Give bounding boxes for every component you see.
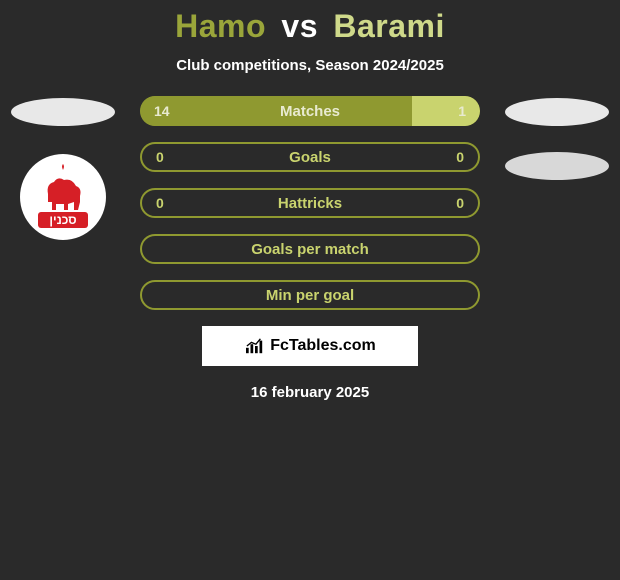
- bar-value-right: 1: [458, 103, 466, 119]
- stat-bar-3: Goals per match: [140, 234, 480, 264]
- brand-box[interactable]: FcTables.com: [202, 326, 418, 366]
- stat-bar-4: Min per goal: [140, 280, 480, 310]
- brand-chart-icon: [244, 337, 266, 355]
- right-ellipse-2: [505, 152, 609, 180]
- date-label: 16 february 2025: [0, 384, 620, 401]
- bar-label: Goals: [289, 149, 331, 166]
- bar-label: Goals per match: [251, 241, 369, 258]
- bar-label: Hattricks: [278, 195, 342, 212]
- bar-label: Matches: [280, 103, 340, 120]
- bar-value-left: 14: [154, 103, 170, 119]
- bar-value-left: 0: [156, 149, 164, 165]
- club-logo-svg: סכנין: [28, 162, 98, 232]
- bar-value-right: 0: [456, 149, 464, 165]
- bar-value-left: 0: [156, 195, 164, 211]
- title-player1: Hamo: [175, 8, 266, 44]
- title-vs: vs: [281, 8, 318, 44]
- left-badges: סכנין: [8, 96, 118, 240]
- bar-label: Min per goal: [266, 287, 354, 304]
- stat-bar-2: 0 Hattricks 0: [140, 188, 480, 218]
- left-ellipse-1: [11, 98, 115, 126]
- club-logo-left: סכנין: [20, 154, 106, 240]
- page-title: Hamo vs Barami: [0, 0, 620, 45]
- right-ellipse-1: [505, 98, 609, 126]
- subtitle: Club competitions, Season 2024/2025: [0, 57, 620, 74]
- brand-text: FcTables.com: [270, 337, 376, 355]
- bar-fill-left: [140, 96, 412, 126]
- stat-bars: 14 Matches 1 0 Goals 0 0 Hattricks 0 Goals per ma…: [140, 96, 480, 310]
- stat-bar-0: 14 Matches 1: [140, 96, 480, 126]
- svg-text:סכנין: סכנין: [49, 213, 76, 227]
- stat-bar-1: 0 Goals 0: [140, 142, 480, 172]
- right-badges: [502, 96, 612, 180]
- bar-value-right: 0: [456, 195, 464, 211]
- bar-fill-right: [412, 96, 480, 126]
- comparison-chart: סכנין 14 Matches 1 0 Goals 0 0 Hattricks 0 Goals …: [0, 96, 620, 310]
- title-player2: Barami: [333, 8, 445, 44]
